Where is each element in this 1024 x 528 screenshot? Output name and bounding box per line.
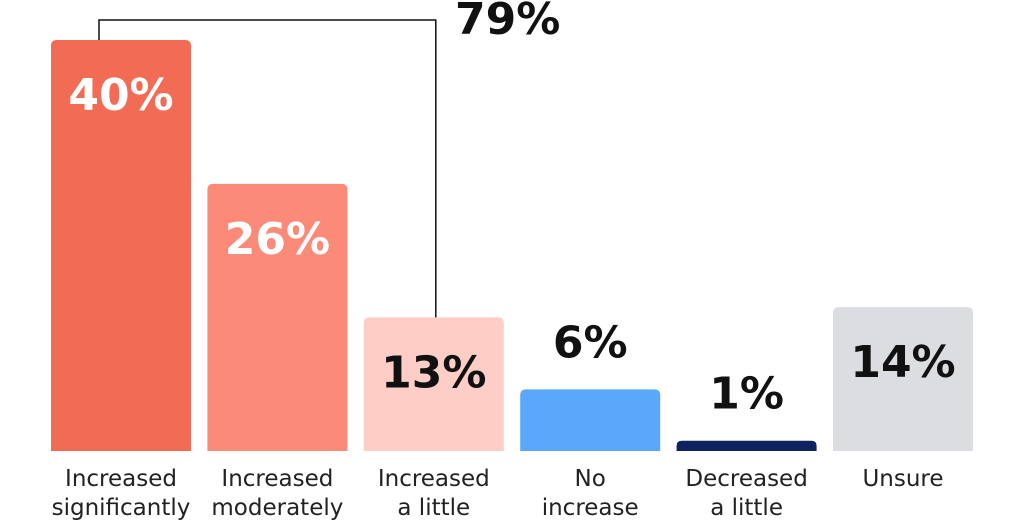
value-label: 40%: [68, 70, 173, 121]
bar: [363, 317, 504, 451]
category-label: Increased moderately: [211, 466, 344, 521]
value-label: 13%: [381, 347, 486, 398]
bar: [676, 440, 817, 451]
bracket: [98, 19, 437, 318]
category-label: Decreased a little: [685, 466, 808, 521]
annotation-label: 79%: [455, 0, 560, 45]
category-label: No increase: [541, 466, 639, 521]
category-label: Increased significantly: [51, 466, 191, 521]
bar: [51, 40, 191, 451]
value-label: 14%: [850, 337, 955, 388]
bar: [833, 307, 973, 451]
value-label: 1%: [709, 369, 784, 420]
bar: [207, 183, 348, 451]
category-label: Increased a little: [377, 466, 490, 521]
value-label: 6%: [553, 317, 628, 368]
bar: [520, 389, 661, 451]
value-label: 26%: [225, 214, 330, 265]
category-label: Unsure: [862, 466, 944, 492]
